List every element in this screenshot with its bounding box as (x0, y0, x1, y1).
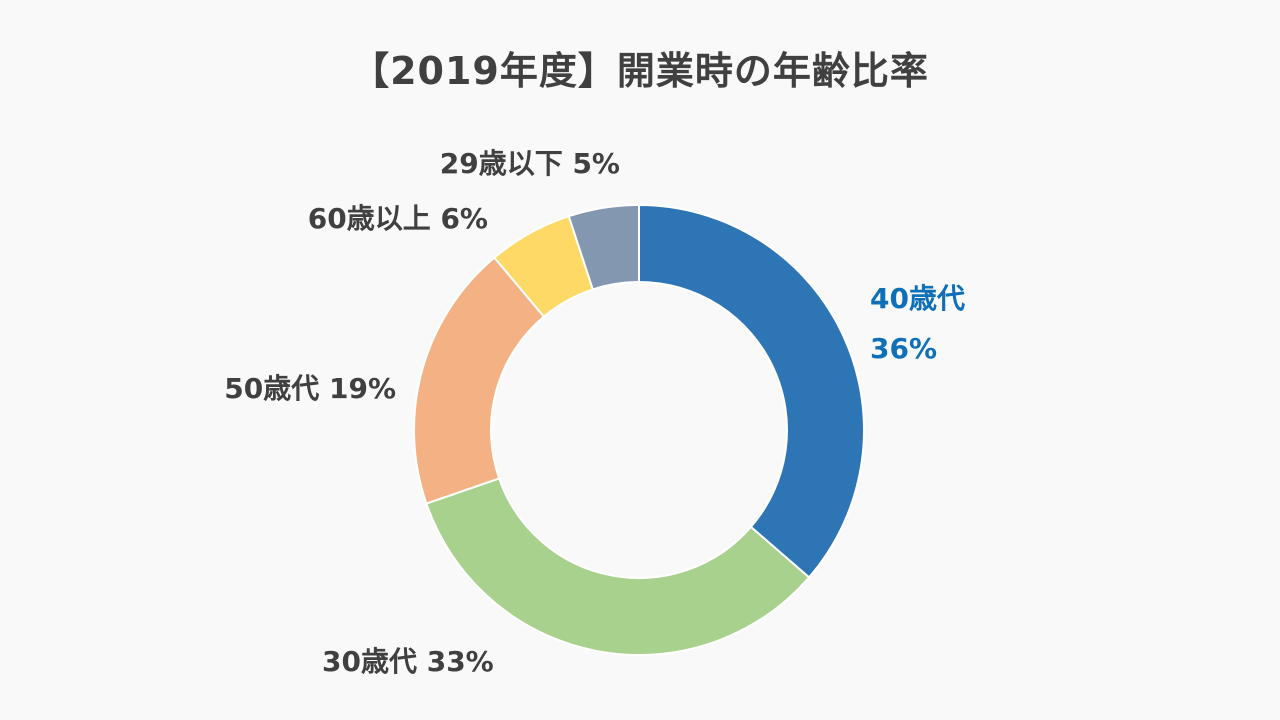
slice-label-4: 60歳以上 6% (308, 202, 488, 235)
donut-slices (413, 203, 865, 656)
slice-2 (425, 477, 811, 656)
slice-5 (567, 203, 640, 291)
slice-label-category: 40歳代 (870, 282, 965, 315)
slice-label-1: 40歳代 36% (870, 282, 965, 365)
slice-label-value: 36% (870, 332, 937, 365)
slice-label-5: 29歳以下 5% (440, 147, 620, 180)
slice-label-3: 50歳代 19% (224, 372, 396, 405)
donut-labels: 40歳代 36% 30歳代 33% 50歳代 19% 60歳以上 6% 29歳以下 5% (224, 147, 965, 678)
slice-label-2: 30歳代 33% (322, 645, 494, 678)
slice-1 (638, 203, 865, 579)
chart-title: 【2019年度】開業時の年齢比率 (351, 49, 929, 93)
